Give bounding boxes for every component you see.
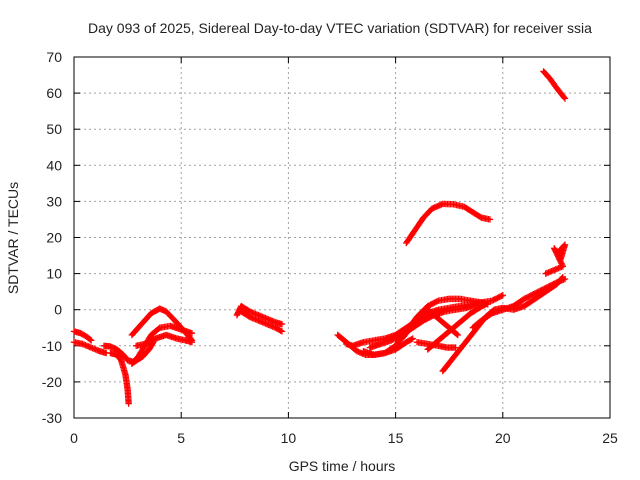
x-tick-label: 0 [70, 430, 78, 446]
axis-ticks: 0 5 10 15 20 25 -30 -20 -10 0 10 20 30 40 50 60 70 [42, 49, 618, 446]
data-point [560, 94, 568, 101]
y-tick-label: -30 [42, 410, 62, 426]
data-point [561, 95, 569, 102]
series-track-14 [398, 306, 461, 342]
data-point [125, 400, 132, 407]
data-point [433, 298, 441, 305]
x-tick-label: 20 [495, 430, 511, 446]
y-tick-label: 50 [46, 121, 62, 137]
y-tick-label: -20 [42, 374, 62, 390]
data-point [188, 329, 196, 337]
data-point [561, 275, 569, 283]
y-axis-label: SDTVAR / TECUs [5, 182, 21, 294]
series-track-4 [107, 349, 132, 407]
data-point [87, 337, 95, 344]
data-point [499, 292, 506, 299]
grid-lines [74, 57, 610, 418]
y-tick-label: -10 [42, 338, 62, 354]
data-point [278, 328, 286, 335]
data-point [453, 330, 460, 338]
data-point [278, 320, 286, 328]
y-tick-label: 70 [46, 49, 62, 65]
y-tick-label: 20 [46, 230, 62, 246]
data-point [409, 335, 416, 342]
data-point [482, 301, 489, 308]
x-tick-label: 15 [388, 430, 404, 446]
data-point [188, 338, 196, 346]
x-tick-label: 25 [602, 430, 618, 446]
series-track-8 [233, 302, 286, 328]
data-point [408, 336, 415, 343]
data-point [277, 327, 284, 334]
series-track-21 [540, 68, 569, 102]
series-track-1 [70, 328, 95, 344]
data-point [556, 247, 563, 255]
series-track-7 [132, 331, 196, 349]
series-track-16 [424, 301, 489, 353]
y-tick-label: 0 [54, 302, 62, 318]
series-track-18 [469, 275, 569, 331]
y-tick-label: 60 [46, 85, 62, 101]
data-point [498, 292, 505, 300]
series-track-6 [128, 305, 196, 344]
y-tick-label: 40 [46, 157, 62, 173]
chart-title: Day 093 of 2025, Sidereal Day-to-day VTE… [88, 20, 592, 36]
y-tick-label: 10 [46, 266, 62, 282]
data-point [454, 331, 461, 339]
y-tick-label: 30 [46, 193, 62, 209]
x-tick-label: 5 [177, 430, 185, 446]
data-point [86, 336, 94, 343]
data-point [486, 216, 494, 223]
data-point [555, 248, 562, 256]
series-track-15 [413, 338, 459, 351]
data-points [70, 68, 569, 407]
series-track-20 [403, 200, 494, 247]
series-track-13 [360, 335, 416, 359]
series-track-19 [542, 241, 569, 277]
x-axis-label: GPS time / hours [289, 458, 396, 474]
data-point [481, 301, 488, 309]
x-tick-label: 10 [281, 430, 297, 446]
series-track-9 [238, 308, 286, 335]
